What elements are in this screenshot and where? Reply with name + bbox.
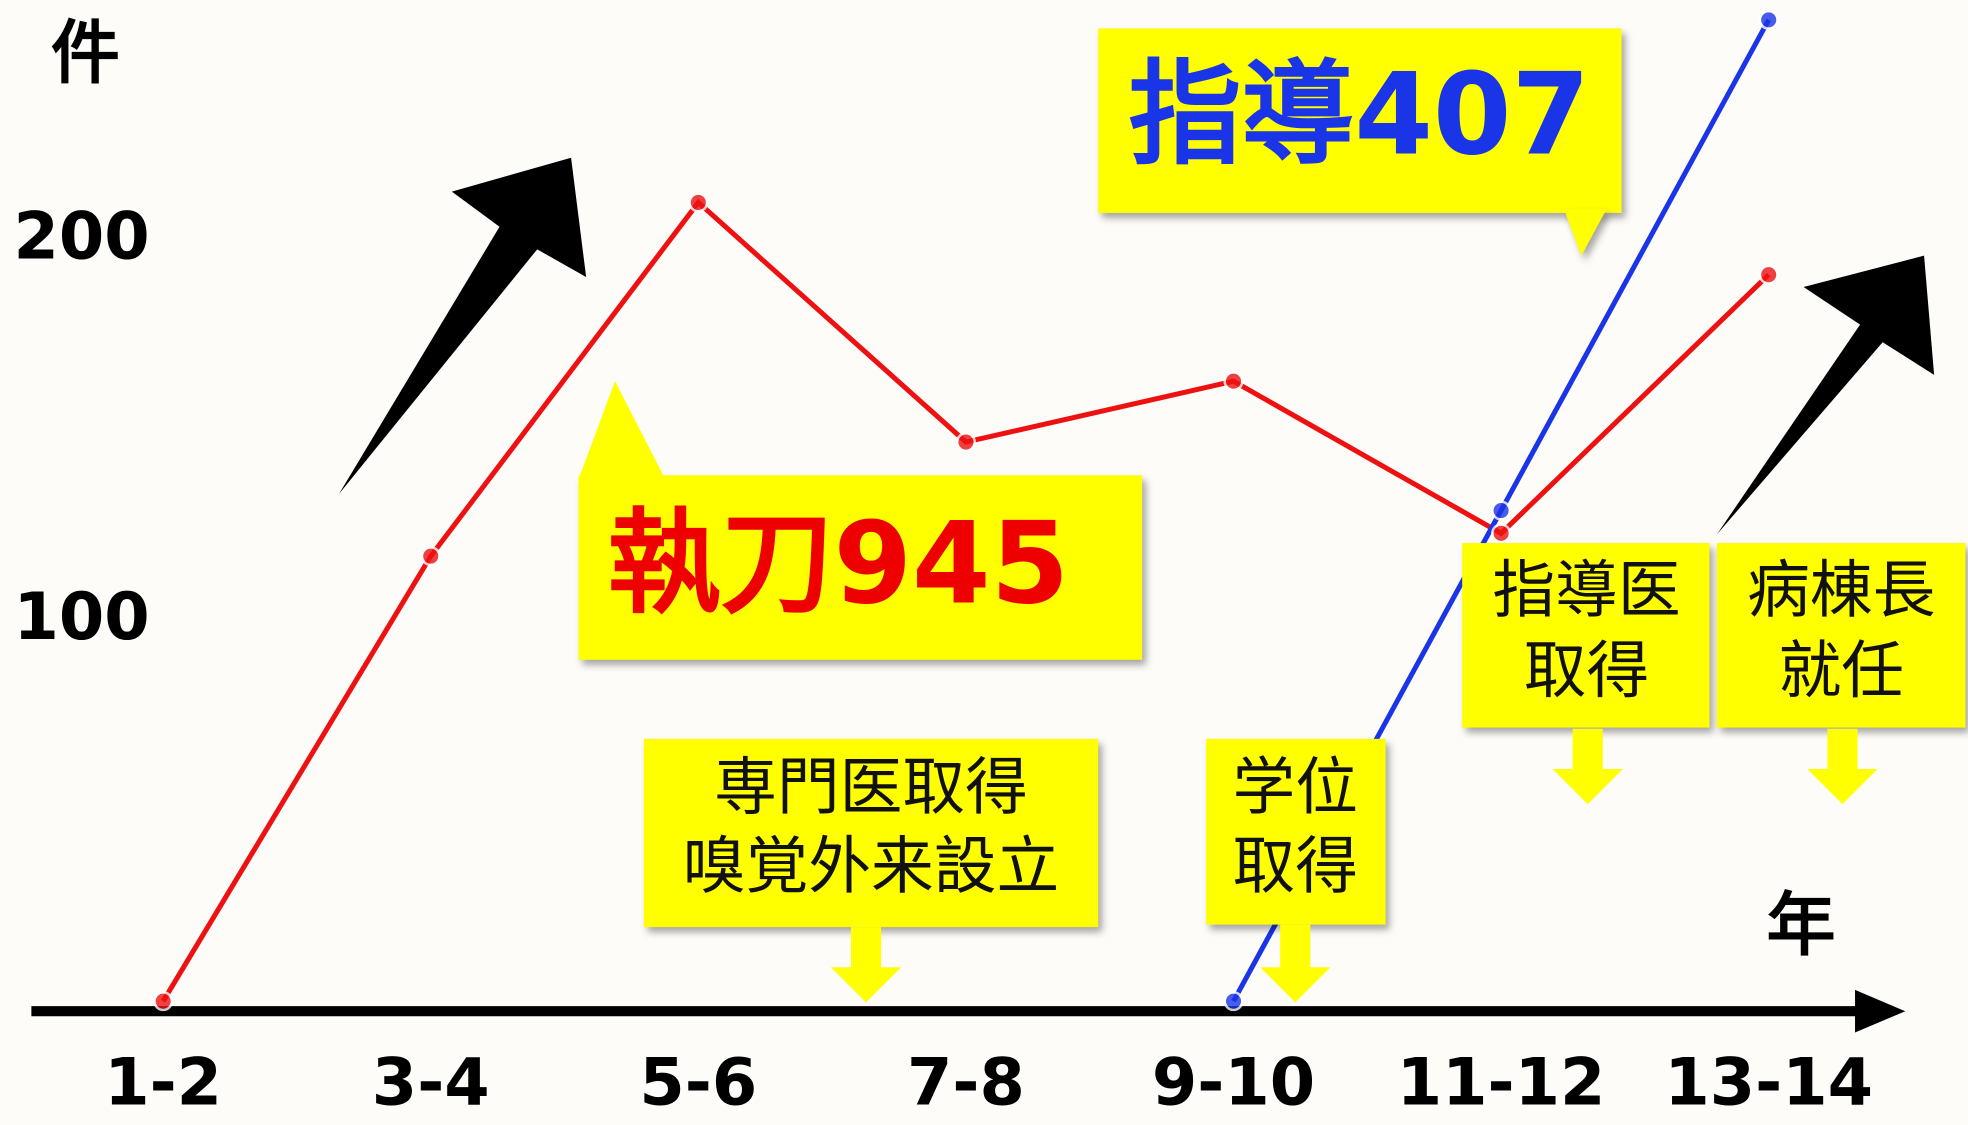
- annotation: 就任: [1778, 634, 1904, 707]
- event-arrow: [830, 927, 902, 1003]
- x-tick-label: 3-4: [372, 1045, 490, 1121]
- data-point: [688, 192, 709, 213]
- data-point: [153, 991, 174, 1012]
- data-point: [1758, 9, 1779, 30]
- annotation: 執刀945: [608, 498, 1070, 630]
- callout-tail: [578, 381, 666, 480]
- y-tick-label: 100: [13, 579, 149, 655]
- event-box: [1716, 543, 1966, 728]
- x-tick-label: 7-8: [907, 1045, 1025, 1121]
- data-point: [420, 546, 441, 567]
- annotation: 取得: [1524, 634, 1650, 707]
- callout-box: [1098, 28, 1622, 213]
- event-box: [1206, 738, 1386, 925]
- annotation: 取得: [1233, 830, 1359, 903]
- annotation: 指導医: [1492, 554, 1680, 627]
- y-tick-label: 200: [13, 199, 149, 275]
- plot: [153, 9, 1779, 1012]
- x-tick-label: 13-14: [1664, 1045, 1873, 1121]
- annotation: 嗅覚外来設立: [683, 830, 1060, 903]
- event-box: [1462, 543, 1710, 728]
- data-point: [1223, 371, 1244, 392]
- data-point: [1223, 991, 1244, 1012]
- x-tick-label: 5-6: [639, 1045, 757, 1121]
- callout-box: [578, 475, 1143, 660]
- x-tick-label: 1-2: [104, 1045, 222, 1121]
- event-box: [643, 738, 1099, 928]
- annotation: 病棟長: [1747, 554, 1935, 627]
- x-axis-label: 年: [1767, 886, 1836, 966]
- data-point: [1758, 264, 1779, 285]
- x-tick-label: 9-10: [1152, 1045, 1315, 1121]
- data-point: [1491, 500, 1512, 521]
- event-arrow: [1552, 728, 1623, 805]
- trend-arrow: [1716, 255, 1935, 535]
- annotation: 指導407: [1128, 48, 1590, 180]
- data-point: [1491, 523, 1512, 544]
- event-arrow: [1807, 728, 1878, 805]
- event-arrow: [1260, 924, 1331, 1003]
- data-point: [955, 432, 976, 453]
- annotation: 学位: [1233, 751, 1359, 824]
- x-tick-label: 11-12: [1397, 1045, 1606, 1121]
- callout-tail: [1563, 209, 1607, 256]
- annotation: 専門医取得: [714, 751, 1028, 824]
- x-axis-arrow: [1855, 989, 1906, 1033]
- trend-arrow: [338, 157, 587, 495]
- y-axis-label: 件: [51, 13, 120, 93]
